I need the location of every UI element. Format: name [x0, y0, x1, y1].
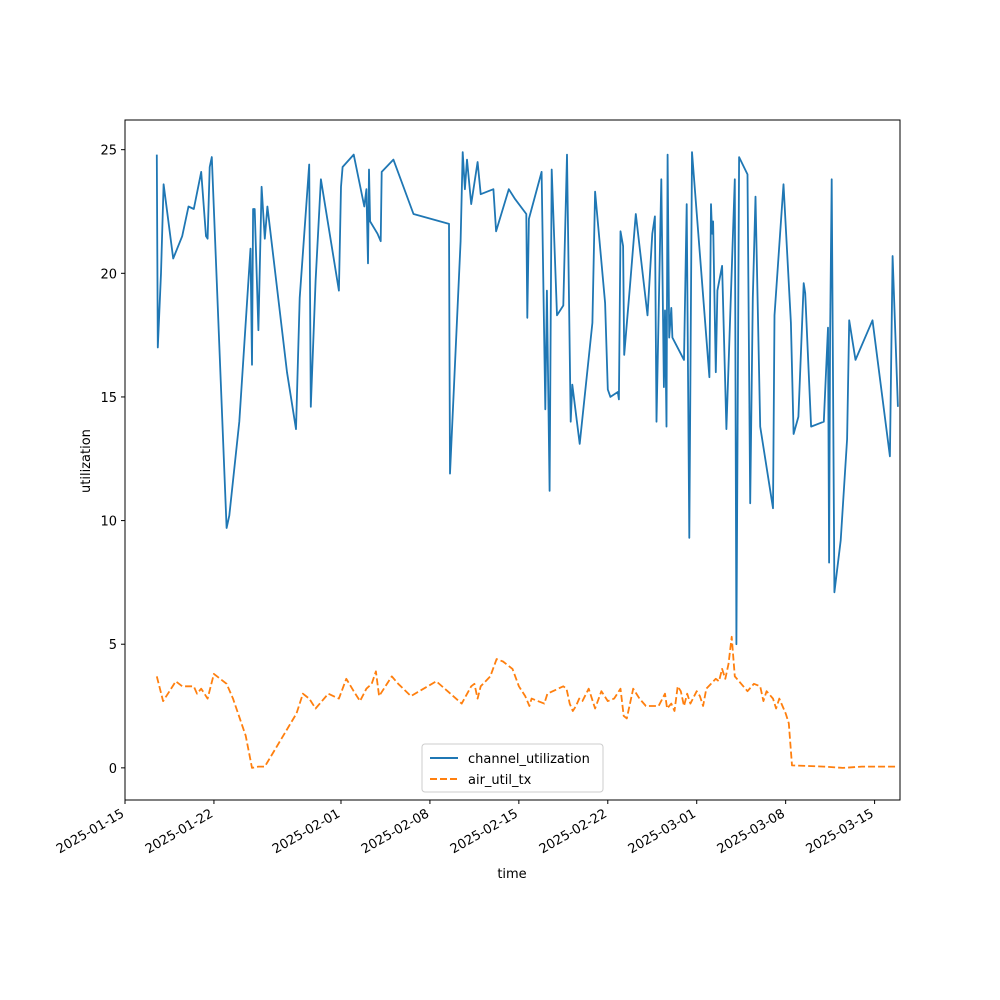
y-tick-label: 0 — [109, 762, 117, 777]
y-axis-label: utilization — [79, 429, 94, 493]
legend-label-air-util-tx: air_util_tx — [468, 773, 532, 788]
plot-frame — [124, 119, 901, 801]
series-line-air-util-tx — [155, 635, 898, 769]
legend-box — [421, 743, 604, 793]
series-line-channel-utilization — [155, 151, 899, 646]
y-tick-label: 15 — [100, 391, 117, 406]
plot-area — [125, 120, 900, 800]
y-tick-label: 20 — [100, 267, 117, 282]
legend-label-channel-utilization: channel_utilization — [468, 752, 590, 767]
series-layer — [155, 151, 899, 769]
y-tick-label: 10 — [100, 515, 117, 530]
legend: channel_utilization air_util_tx — [421, 743, 604, 793]
y-tick-label: 25 — [100, 144, 117, 159]
y-axis: 0 5 10 15 20 25 — [100, 144, 125, 777]
y-tick-label: 5 — [109, 638, 117, 653]
x-axis-label: time — [497, 867, 526, 882]
